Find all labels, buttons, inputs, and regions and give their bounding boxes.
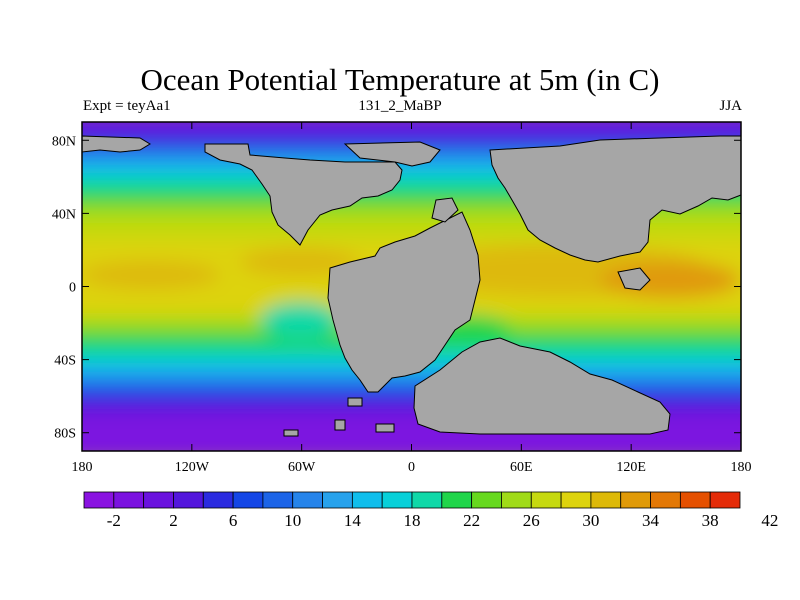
colorbar-box bbox=[679, 491, 711, 509]
colorbar-box bbox=[202, 491, 234, 509]
x-tick-label: 180 bbox=[72, 460, 93, 475]
colorbar-box bbox=[560, 491, 592, 509]
land-masses bbox=[81, 135, 742, 437]
colorbar-box bbox=[709, 491, 741, 509]
colorbar-box bbox=[530, 491, 562, 509]
figure-title: Ocean Potential Temperature at 5m (in C) bbox=[140, 62, 660, 97]
colorbar-label: 38 bbox=[702, 511, 719, 530]
period-label: 131_2_MaBP bbox=[358, 98, 442, 114]
small-island-2 bbox=[375, 423, 395, 433]
colorbar-label: 6 bbox=[229, 511, 238, 530]
x-tick-label: 120E bbox=[616, 460, 646, 475]
colorbar-box bbox=[381, 491, 413, 509]
colorbar-label: 10 bbox=[284, 511, 301, 530]
season-label: JJA bbox=[719, 98, 742, 114]
colorbar-box bbox=[232, 491, 264, 509]
colorbar-label: 42 bbox=[761, 511, 778, 530]
colorbar-box bbox=[262, 491, 294, 509]
x-tick-label: 60E bbox=[510, 460, 533, 475]
x-tick-label: 120W bbox=[175, 460, 210, 475]
y-tick-label: 80N bbox=[52, 134, 76, 149]
map-axes: 180 120W 60W 0 60E 120E 180 80N 40N 0 40S 80S bbox=[52, 122, 752, 475]
colorbar-box bbox=[471, 491, 502, 509]
colorbar-box bbox=[322, 491, 353, 509]
colorbar-box bbox=[143, 491, 174, 509]
europe-fragment bbox=[431, 197, 459, 223]
colorbar-label: 22 bbox=[463, 511, 480, 530]
y-tick-label: 0 bbox=[69, 281, 76, 296]
x-tick-label: 180 bbox=[731, 460, 752, 475]
colorbar-box bbox=[441, 491, 473, 509]
colorbar-box bbox=[173, 491, 204, 509]
colorbar-label: 30 bbox=[582, 511, 599, 530]
x-tick-label: 0 bbox=[408, 460, 415, 475]
colorbar-box bbox=[411, 491, 443, 509]
colorbar-label: 14 bbox=[344, 511, 362, 530]
colorbar-label: 2 bbox=[169, 511, 178, 530]
colorbar: -2 2 6 10 14 18 22 26 30 34 38 42 bbox=[83, 491, 778, 530]
colorbar-box bbox=[113, 491, 145, 509]
y-tick-label: 40N bbox=[52, 207, 76, 222]
colorbar-box bbox=[351, 491, 383, 509]
colorbar-box bbox=[292, 491, 323, 509]
antarctica-australia bbox=[413, 337, 671, 435]
colorbar-label: -2 bbox=[107, 511, 121, 530]
small-island-3 bbox=[283, 429, 299, 437]
alaska bbox=[81, 135, 151, 153]
colorbar-box bbox=[501, 491, 532, 509]
colorbar-box bbox=[650, 491, 681, 509]
colorbar-label: 18 bbox=[404, 511, 421, 530]
y-tick-label: 40S bbox=[54, 354, 76, 369]
eurasia bbox=[489, 135, 742, 263]
afro-south-america bbox=[327, 211, 481, 393]
colorbar-label: 34 bbox=[642, 511, 660, 530]
x-tick-label: 60W bbox=[288, 460, 316, 475]
small-island-4 bbox=[334, 419, 346, 431]
colorbar-box bbox=[620, 491, 651, 509]
colorbar-box bbox=[590, 491, 622, 509]
small-island-1 bbox=[347, 397, 363, 407]
experiment-label: Expt = teyAa1 bbox=[83, 98, 171, 114]
greenland bbox=[343, 141, 441, 167]
colorbar-box bbox=[83, 491, 115, 509]
india-block bbox=[617, 267, 651, 291]
y-tick-label: 80S bbox=[54, 427, 76, 442]
colorbar-label: 26 bbox=[523, 511, 540, 530]
north-america bbox=[204, 143, 403, 246]
